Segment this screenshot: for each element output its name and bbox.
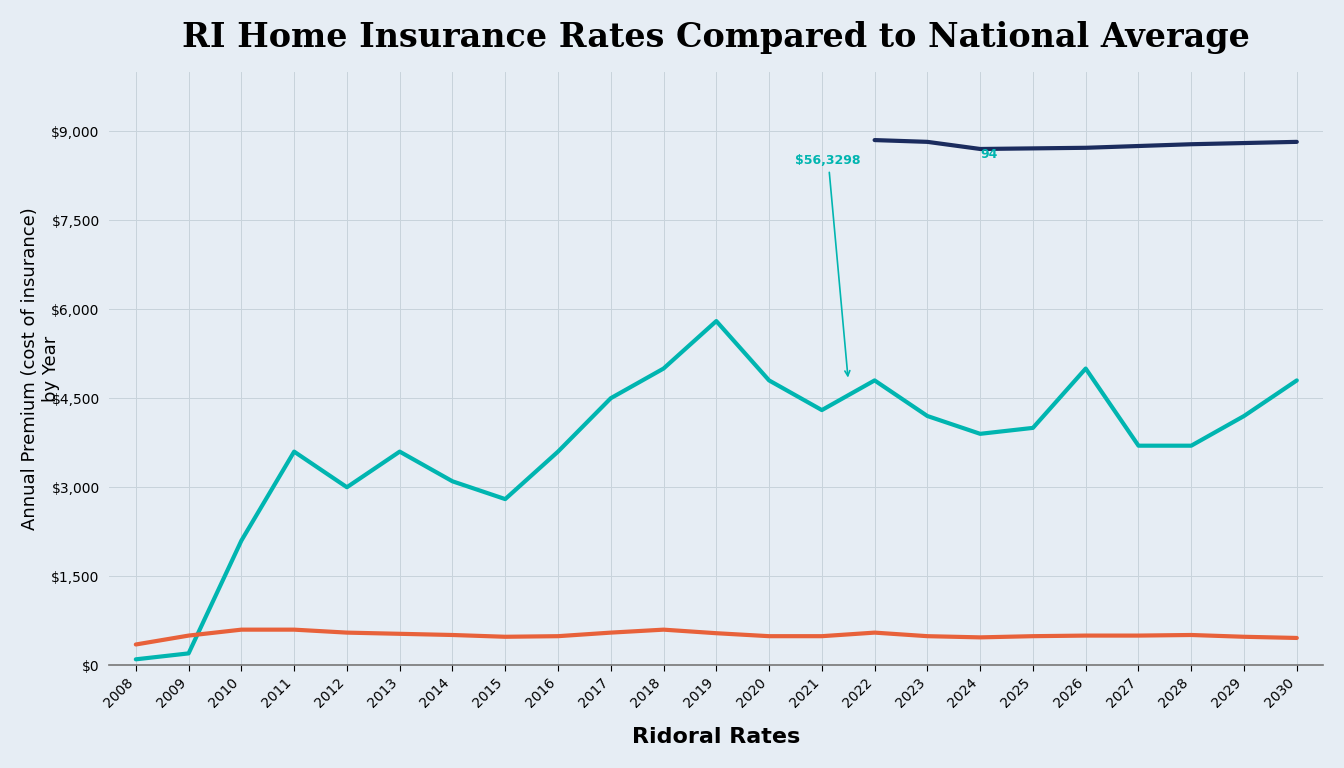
Text: $56,3298: $56,3298 (796, 154, 862, 376)
Text: 94: 94 (980, 148, 997, 161)
X-axis label: Ridoral Rates: Ridoral Rates (632, 727, 801, 747)
Title: RI Home Insurance Rates Compared to National Average: RI Home Insurance Rates Compared to Nati… (183, 21, 1250, 54)
Y-axis label: Annual Premium (cost of insurance)
by Year: Annual Premium (cost of insurance) by Ye… (22, 207, 59, 530)
